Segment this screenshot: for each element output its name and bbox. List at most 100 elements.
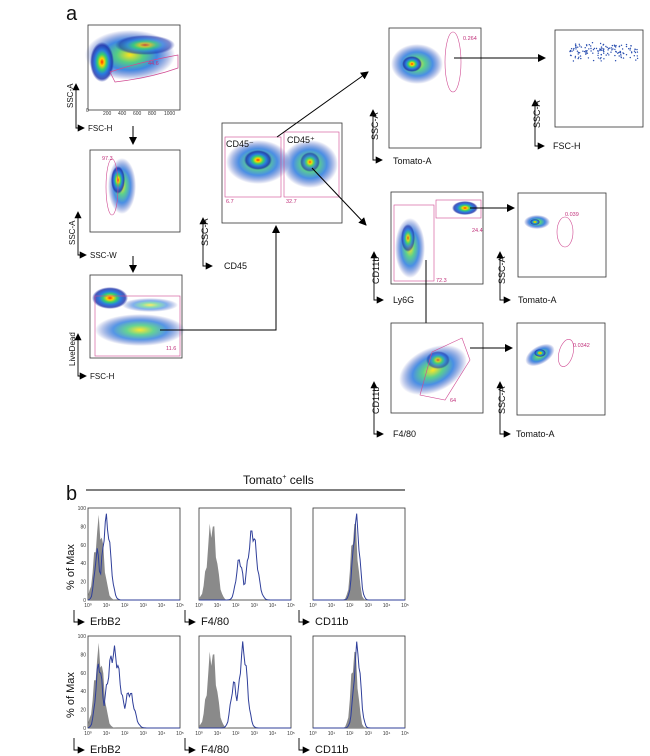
tick: 400 <box>118 111 127 117</box>
scatter-dot <box>586 45 588 47</box>
scatter-dot <box>579 45 581 47</box>
plot-8-gate-value: 0.039 <box>565 212 579 218</box>
scatter-dot <box>620 56 622 59</box>
plot-4-x-label: CD45 <box>224 261 247 271</box>
plot-6-y-label: SSC-A <box>532 100 542 128</box>
scatter-dot <box>583 50 586 53</box>
plot-2-y-label: SSC-A <box>68 220 77 245</box>
isotype-histogram <box>313 523 405 600</box>
scatter-dot <box>586 52 589 54</box>
x-tick: 10² <box>232 731 240 737</box>
plot-8-x-label: Tomato-A <box>518 295 557 305</box>
plot-3-x-label: FSC-H <box>90 372 115 381</box>
scatter-dot <box>593 47 596 50</box>
axis-arrow <box>298 738 310 754</box>
scatter-dot <box>603 50 605 53</box>
histogram-2-1: 0 20 40 60 80 100 % of Max 10⁰ 10¹ 10² 10³ 10⁴ 10⁵ Er… <box>65 634 184 756</box>
scatter-dot <box>577 57 579 60</box>
scatter-dot <box>629 56 631 59</box>
scatter-dot <box>599 58 601 60</box>
x-axis-label: CD11b <box>315 616 348 628</box>
y-tick: 40 <box>80 689 86 695</box>
plot-10-y-label: SSC-A <box>497 386 507 414</box>
scatter-dot <box>619 51 622 54</box>
scatter-dot <box>615 50 617 53</box>
scatter-dot <box>570 54 572 57</box>
scatter-dot <box>584 47 586 49</box>
x-tick: 10³ <box>365 603 373 609</box>
stained-histogram <box>199 530 291 601</box>
scatter-dot <box>618 55 620 57</box>
stained-histogram <box>199 641 291 729</box>
scatter-dot <box>603 48 605 50</box>
stained-histogram <box>313 641 405 729</box>
scatter-dot <box>580 46 583 48</box>
plot-4-gate-left-value: 6.7 <box>226 199 234 205</box>
y-tick: 60 <box>80 543 86 549</box>
y-tick: 20 <box>80 580 86 586</box>
plot-1-x-label: FSC-H <box>88 124 113 133</box>
x-tick: 10⁴ <box>383 731 391 737</box>
y-tick: 80 <box>80 524 86 530</box>
x-tick: 10¹ <box>328 603 336 609</box>
arrow-3-to-4 <box>160 225 280 331</box>
scatter-dot <box>572 60 575 62</box>
scatter-dot <box>592 48 595 51</box>
x-axis-label: F4/80 <box>201 616 229 628</box>
scatter-dot <box>576 50 579 52</box>
plot-8-frame <box>517 192 607 278</box>
scatter-dot <box>601 47 603 50</box>
plot-8-gate <box>556 216 574 248</box>
x-tick: 10² <box>121 731 129 737</box>
scatter-dot <box>621 48 624 50</box>
plot-3-gate <box>94 295 181 357</box>
scatter-dot <box>569 50 571 52</box>
histogram-grid: 0 20 40 60 80 100 % of Max 10⁰ 10¹ 10² 10³ 10⁴ 10⁵ Er… <box>65 506 409 756</box>
scatter-dot <box>580 57 582 60</box>
isotype-histogram <box>88 514 180 600</box>
x-tick: 10¹ <box>328 731 336 737</box>
stained-histogram <box>313 513 405 601</box>
plot-2-gate-value: 97.3 <box>102 156 113 162</box>
x-tick: 10⁰ <box>84 731 92 737</box>
plot-9-gate-value: 64 <box>450 398 456 404</box>
scatter-dot <box>605 45 607 48</box>
x-axis-label: ErbB2 <box>90 616 121 628</box>
plot-10-frame <box>516 322 606 416</box>
arrow-4-to-7 <box>311 167 367 226</box>
scatter-dot <box>622 52 624 54</box>
scatter-dot <box>599 49 601 52</box>
plot-5-frame <box>388 27 482 149</box>
scatter-dot <box>635 59 637 61</box>
x-tick: 10⁴ <box>269 603 277 609</box>
tick: 1000 <box>164 111 175 117</box>
panel-b-letter: b <box>66 483 77 505</box>
x-tick: 10⁵ <box>401 603 409 609</box>
axis-arrow <box>298 610 310 626</box>
x-tick: 10⁰ <box>195 731 203 737</box>
histogram-1-2: 10⁰ 10¹ 10² 10³ 10⁴ 10⁵ F4/80 <box>184 507 295 628</box>
scatter-dot <box>607 52 609 55</box>
scatter-dot <box>590 47 592 50</box>
scatter-dot <box>599 48 601 50</box>
scatter-dot <box>588 48 590 50</box>
scatter-dot <box>630 45 632 47</box>
scatter-dot <box>634 48 636 51</box>
tick: 800 <box>148 111 157 117</box>
plot-1-gate-value: 44.6 <box>148 61 159 67</box>
plot-5-x-label: Tomato-A <box>393 156 432 166</box>
scatter-dot <box>633 55 635 57</box>
x-tick: 10³ <box>251 603 259 609</box>
scatter-dot <box>634 51 637 54</box>
scatter-dot <box>613 44 616 46</box>
y-tick: 100 <box>78 634 87 640</box>
isotype-histogram <box>199 651 291 728</box>
plot-4-cd45: CD45⁻ CD45⁺ 6.7 32.7 CD45 SSC-A <box>199 122 343 271</box>
plot-2-x-label: SSC-W <box>90 251 117 260</box>
scatter-dot <box>611 49 613 51</box>
plot-5-tomato: 0.264 Tomato-A SSC-A <box>369 27 482 166</box>
scatter-dot <box>577 46 579 48</box>
scatter-dot <box>615 46 617 48</box>
scatter-dot <box>608 54 610 56</box>
scatter-dot <box>578 56 580 58</box>
